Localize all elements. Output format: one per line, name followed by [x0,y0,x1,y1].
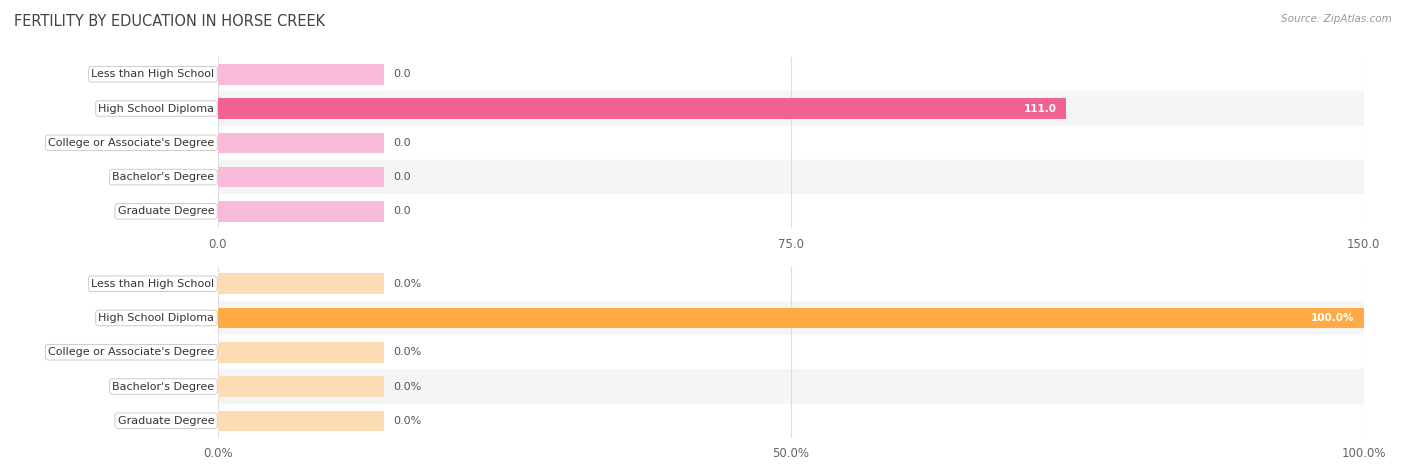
Text: 0.0%: 0.0% [394,416,422,426]
Text: FERTILITY BY EDUCATION IN HORSE CREEK: FERTILITY BY EDUCATION IN HORSE CREEK [14,14,325,30]
Text: Bachelor's Degree: Bachelor's Degree [112,381,215,392]
Text: 0.0%: 0.0% [394,381,422,392]
Bar [218,369,1364,404]
Bar [218,98,1066,119]
Bar [218,301,1364,335]
Text: 100.0%: 100.0% [1312,313,1354,323]
Text: 111.0: 111.0 [1024,103,1057,114]
Bar [218,64,384,85]
Text: Source: ZipAtlas.com: Source: ZipAtlas.com [1281,14,1392,24]
Text: Graduate Degree: Graduate Degree [118,416,215,426]
Bar [218,126,1364,160]
Bar [218,160,1364,194]
Bar [218,404,1364,438]
Bar [218,167,384,188]
Bar [218,194,1364,228]
Text: High School Diploma: High School Diploma [98,103,215,114]
Text: 0.0: 0.0 [394,69,411,79]
Text: Graduate Degree: Graduate Degree [118,206,215,217]
Bar [218,376,384,397]
Text: 0.0%: 0.0% [394,278,422,289]
Text: Bachelor's Degree: Bachelor's Degree [112,172,215,182]
Bar [218,273,384,294]
Text: 0.0: 0.0 [394,206,411,217]
Bar [218,201,384,222]
Bar [218,91,1364,126]
Text: College or Associate's Degree: College or Associate's Degree [48,138,215,148]
Bar [218,410,384,431]
Bar [218,132,384,153]
Text: Less than High School: Less than High School [91,278,215,289]
Bar [218,267,1364,301]
Text: 0.0: 0.0 [394,172,411,182]
Text: College or Associate's Degree: College or Associate's Degree [48,347,215,357]
Text: High School Diploma: High School Diploma [98,313,215,323]
Bar [218,57,1364,91]
Bar [218,307,1364,328]
Text: 0.0%: 0.0% [394,347,422,357]
Text: Less than High School: Less than High School [91,69,215,79]
Bar [218,342,384,363]
Bar [218,335,1364,369]
Text: 0.0: 0.0 [394,138,411,148]
